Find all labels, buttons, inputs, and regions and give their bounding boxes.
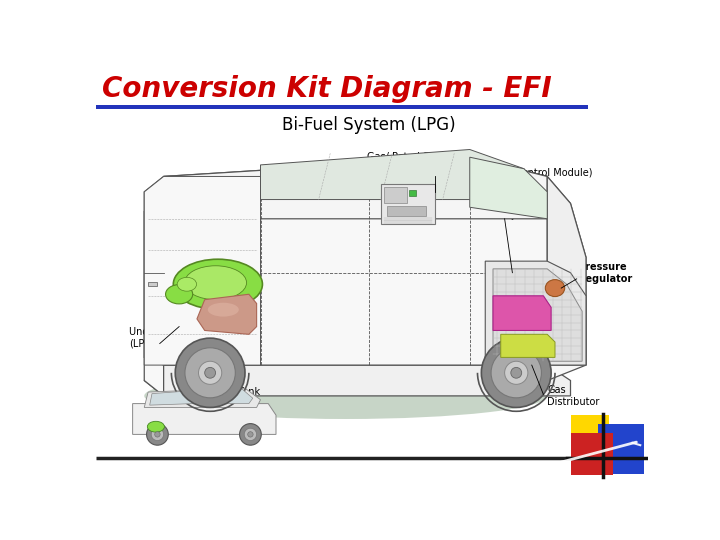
Polygon shape (493, 296, 551, 330)
Ellipse shape (482, 338, 551, 408)
Ellipse shape (208, 303, 239, 316)
Polygon shape (197, 294, 256, 334)
Polygon shape (469, 157, 586, 381)
Polygon shape (144, 177, 261, 365)
Bar (384, 187, 407, 202)
Ellipse shape (240, 423, 261, 445)
Ellipse shape (505, 361, 528, 384)
Bar (408, 190, 416, 197)
Polygon shape (132, 403, 276, 434)
Bar (598, 424, 644, 475)
Bar (387, 206, 426, 217)
Ellipse shape (491, 348, 541, 398)
Text: ECM (Engine Control Module): ECM (Engine Control Module) (451, 167, 593, 178)
Ellipse shape (184, 266, 246, 300)
Text: Pressure
Regulator: Pressure Regulator (578, 262, 632, 284)
Ellipse shape (166, 285, 193, 304)
Text: Petrol Tank: Petrol Tank (207, 387, 260, 397)
Text: Conversion Kit Diagram - EFI: Conversion Kit Diagram - EFI (102, 76, 552, 104)
Text: Under Floor Gas Tank
(LPG): Under Floor Gas Tank (LPG) (129, 327, 233, 349)
Bar (570, 415, 609, 454)
Bar (148, 282, 158, 286)
Polygon shape (144, 365, 570, 396)
Text: Gas
Distributor: Gas Distributor (547, 385, 600, 407)
Ellipse shape (510, 367, 522, 378)
Polygon shape (197, 388, 253, 403)
Ellipse shape (155, 431, 160, 437)
Text: Bi‐Fuel System (LPG): Bi‐Fuel System (LPG) (282, 116, 456, 134)
Ellipse shape (545, 280, 564, 296)
Ellipse shape (148, 421, 164, 432)
Ellipse shape (199, 361, 222, 384)
Ellipse shape (177, 278, 197, 291)
Ellipse shape (185, 348, 235, 398)
Polygon shape (144, 177, 547, 365)
Ellipse shape (174, 259, 262, 309)
Polygon shape (144, 388, 261, 408)
Polygon shape (485, 261, 586, 365)
Ellipse shape (204, 367, 215, 378)
Text: Gas/ Petrol Switch: Gas/ Petrol Switch (367, 152, 456, 162)
Polygon shape (469, 157, 547, 219)
Bar (96, 105, 588, 109)
Polygon shape (500, 334, 555, 357)
Ellipse shape (151, 428, 163, 441)
Ellipse shape (175, 338, 245, 408)
Polygon shape (163, 157, 547, 219)
Polygon shape (493, 269, 582, 361)
Bar (570, 433, 613, 475)
Ellipse shape (248, 431, 253, 437)
Text: Gas Injectors: Gas Injectors (482, 210, 545, 220)
Polygon shape (261, 150, 524, 200)
Polygon shape (144, 211, 163, 396)
Polygon shape (163, 157, 547, 219)
FancyBboxPatch shape (381, 184, 435, 224)
Ellipse shape (144, 373, 547, 419)
Ellipse shape (244, 428, 256, 441)
Polygon shape (547, 177, 586, 365)
Polygon shape (150, 390, 194, 405)
Ellipse shape (147, 423, 168, 445)
